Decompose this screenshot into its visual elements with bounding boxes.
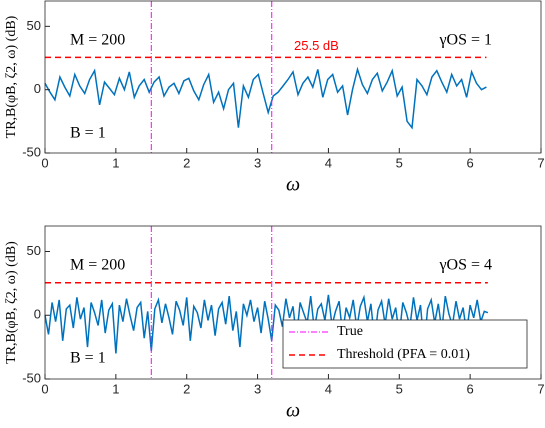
legend-box — [282, 319, 528, 369]
x-axis-label: ω — [286, 400, 300, 422]
annotation: M = 200 — [70, 257, 125, 274]
threshold-label: 25.5 dB — [294, 38, 339, 53]
y-tick-label: 0 — [34, 307, 41, 322]
x-tick-label: 3 — [254, 381, 261, 396]
legend-label: Threshold (PFA = 0.01) — [337, 347, 470, 362]
x-tick-label: 7 — [537, 155, 544, 170]
y-axis-label: TR,B(φB, ζ2, ω) (dB) — [4, 241, 19, 364]
y-tick-label: -50 — [22, 144, 41, 159]
x-tick-label: 4 — [325, 155, 332, 170]
data-line — [44, 66, 487, 130]
legend-label: True — [337, 324, 363, 339]
annotation: M = 200 — [70, 32, 125, 49]
y-tick-label: 50 — [27, 243, 41, 258]
x-tick-label: 4 — [325, 381, 332, 396]
data-line — [44, 294, 489, 354]
annotation: B = 1 — [70, 350, 106, 367]
x-tick-label: 2 — [183, 381, 190, 396]
x-axis-label: ω — [286, 174, 300, 196]
axes-box — [44, 0, 542, 154]
annotation: B = 1 — [70, 125, 106, 142]
y-tick-label: 50 — [27, 18, 41, 33]
x-tick-label: 6 — [467, 381, 474, 396]
x-tick-label: 6 — [467, 155, 474, 170]
annotation: γOS = 4 — [438, 257, 492, 274]
x-tick-label: 5 — [396, 155, 403, 170]
x-tick-label: 0 — [41, 155, 48, 170]
x-tick-label: 7 — [537, 381, 544, 396]
x-tick-label: 5 — [396, 381, 403, 396]
y-tick-label: 0 — [34, 81, 41, 96]
x-tick-label: 1 — [112, 155, 119, 170]
annotation: γOS = 1 — [438, 32, 492, 49]
y-tick-label: -50 — [22, 370, 41, 385]
x-tick-label: 1 — [112, 381, 119, 396]
x-tick-label: 2 — [183, 155, 190, 170]
y-axis-label: TR,B(φB, ζ2, ω) (dB) — [4, 15, 19, 138]
axes-box — [44, 225, 542, 380]
x-tick-label: 0 — [41, 381, 48, 396]
x-tick-label: 3 — [254, 155, 261, 170]
